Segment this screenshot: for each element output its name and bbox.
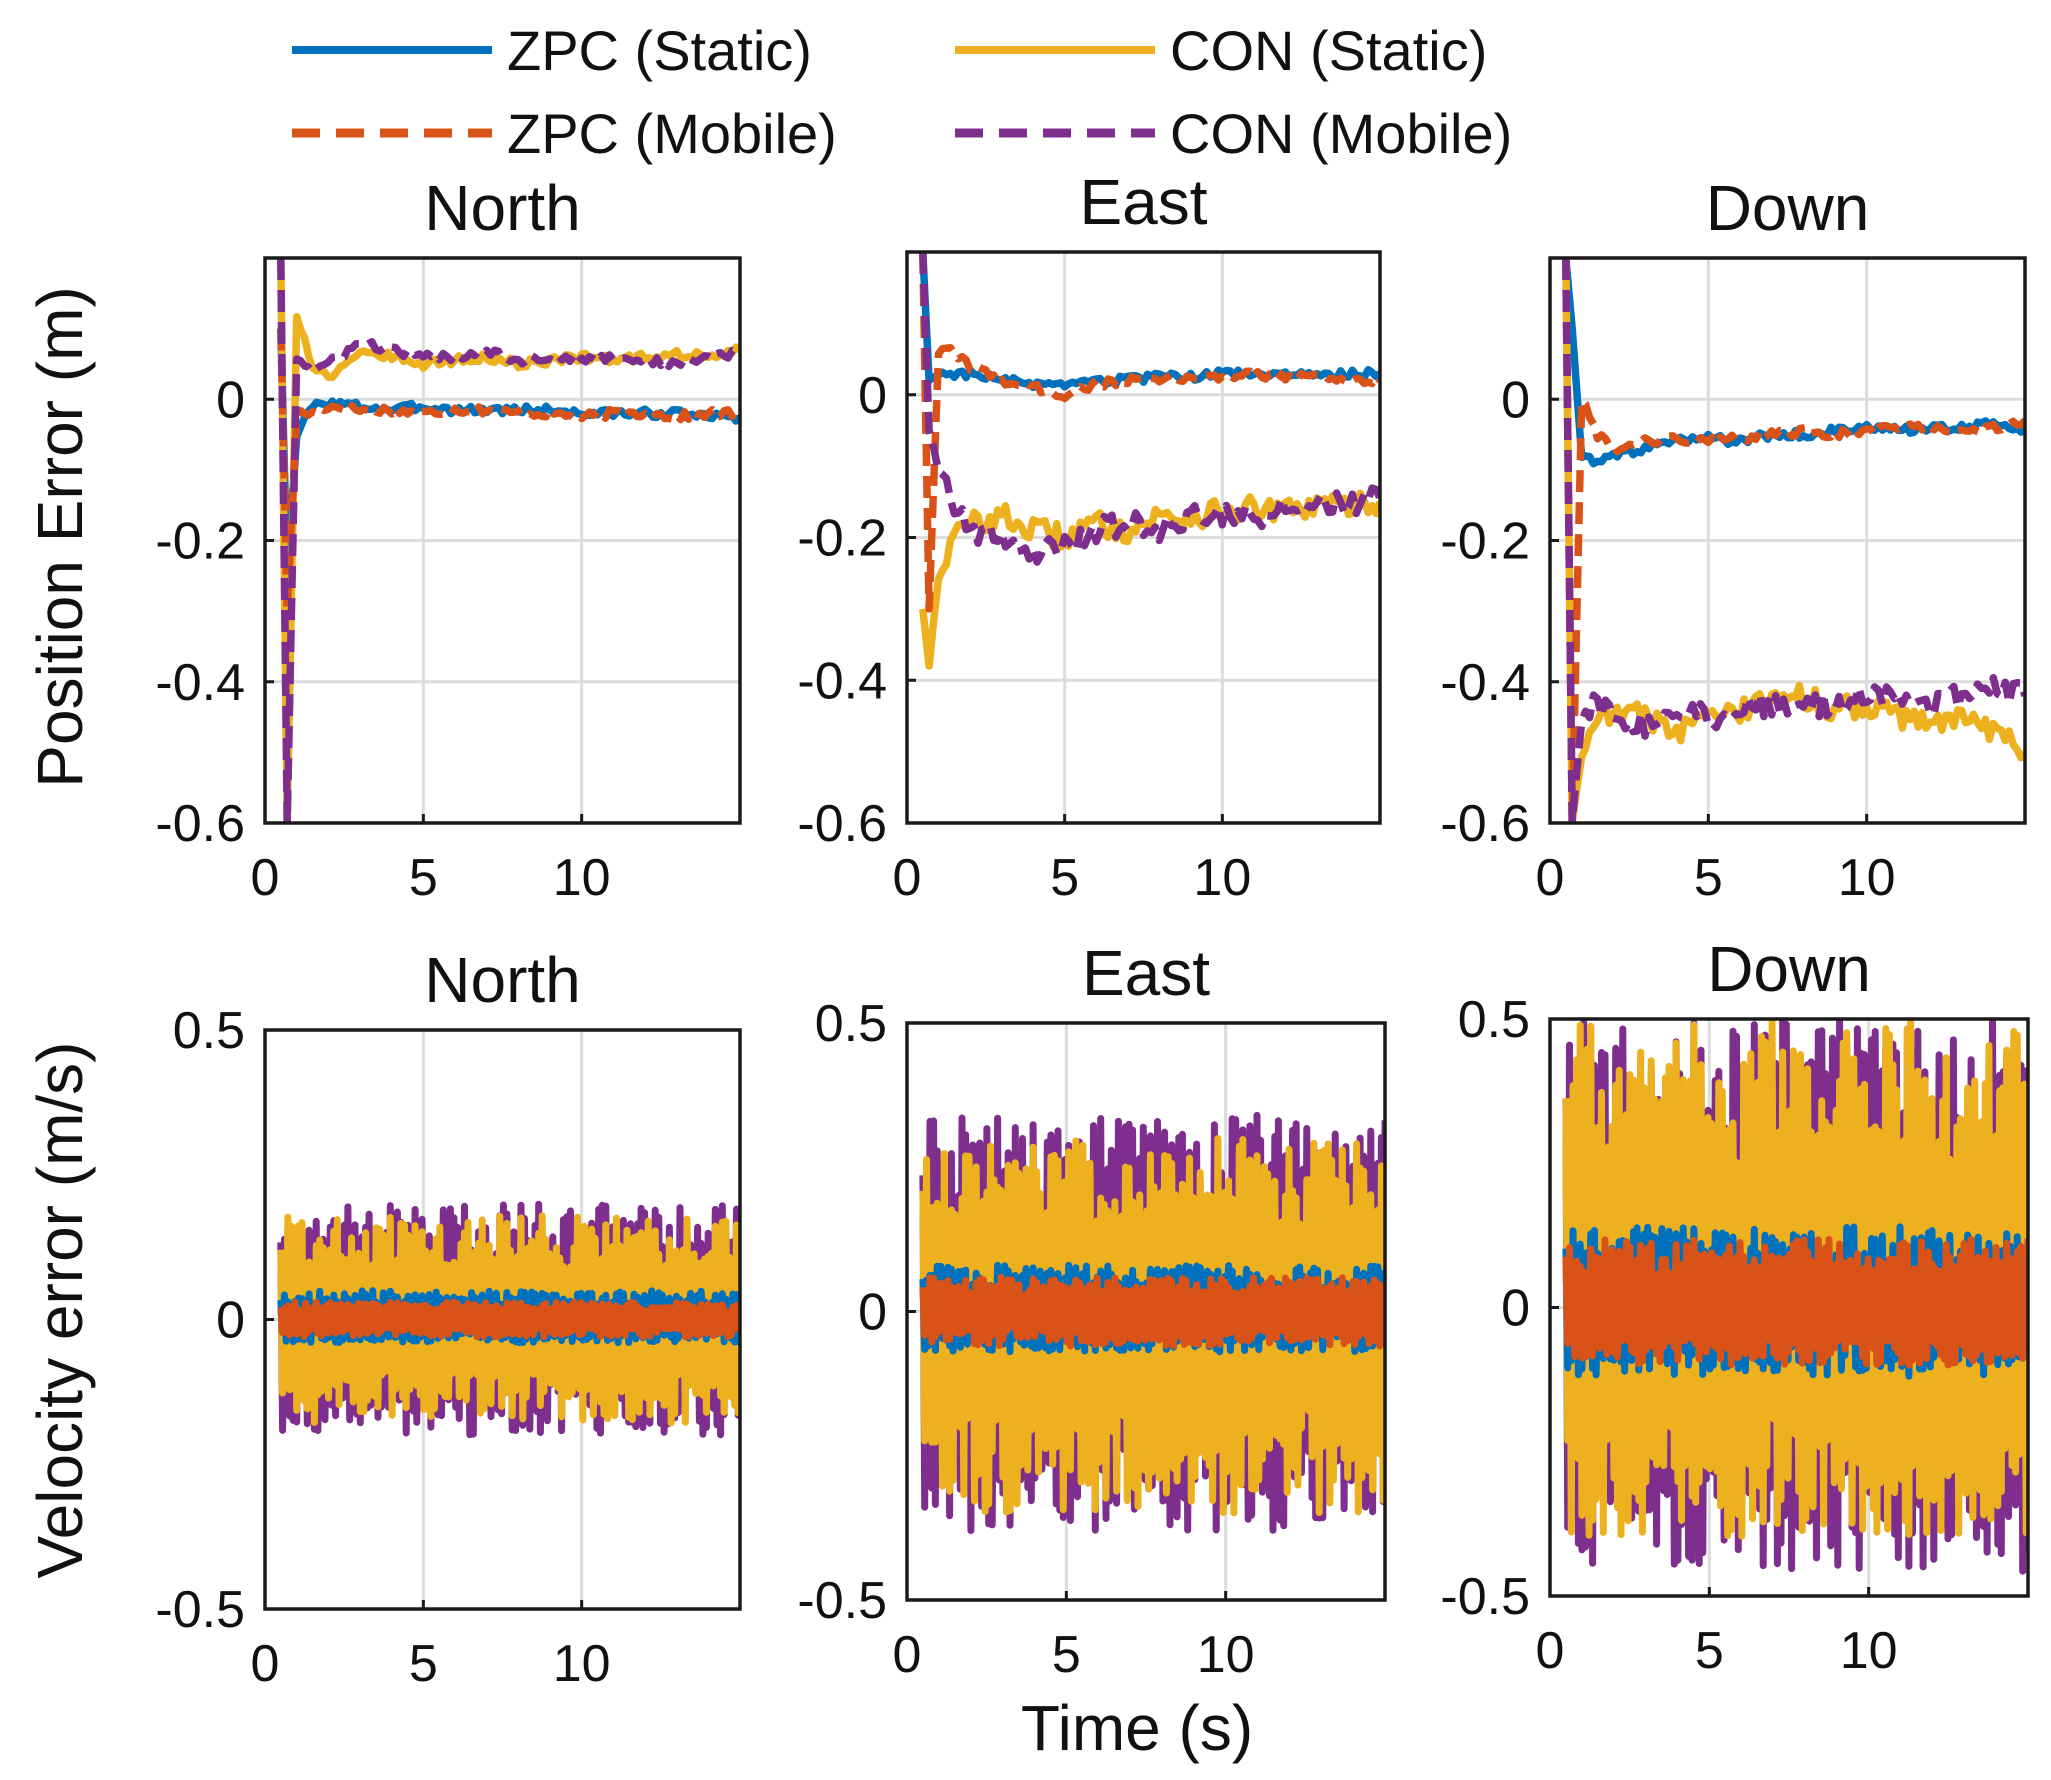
velocity-down-y-tick-label: 0 [1501,1280,1530,1338]
position-down-x-tick-label: 10 [1838,849,1896,907]
position-east-x-tick-label: 10 [1193,849,1251,907]
velocity-north-x-tick-label: 10 [553,1635,611,1693]
position-y-axis-label: Position Error (m) [24,286,96,787]
position-north-line-zpc-mobile [277,328,740,615]
velocity-down-y-tick-label: 0.5 [1458,991,1530,1049]
position-north-y-tick-label: -0.2 [155,513,245,571]
position-east-line-zpc-mobile [919,252,1380,613]
legend-label-zpc-mobile: ZPC (Mobile) [507,102,837,165]
position-east-title: East [1079,166,1207,238]
position-east-y-tick-label: -0.6 [797,795,887,853]
position-north-title: North [424,172,581,244]
velocity-down-series-group [1562,1019,2028,1575]
velocity-y-axis-label: Velocity error (m/s) [24,1042,96,1579]
position-east-y-tick-label: -0.4 [797,652,887,710]
position-down-line-con-static [1562,258,2025,823]
panel-position-east: 0 5 10 0 -0.2 -0.4 -0.6 East [797,166,1382,907]
position-down-line-zpc-mobile [1562,258,2025,823]
position-down-y-tick-label: -0.6 [1440,795,1530,853]
position-north-line-con-mobile [277,258,740,823]
velocity-down-title: Down [1707,933,1871,1005]
velocity-north-y-tick-label: 0.5 [173,1002,245,1060]
position-down-x-tick-label: 0 [1536,849,1565,907]
velocity-east-series-group [919,1111,1385,1534]
velocity-east-x-tick-label: 10 [1197,1626,1255,1684]
velocity-east-x-tick-label: 0 [893,1626,922,1684]
velocity-down-x-tick-label: 5 [1695,1622,1724,1680]
velocity-east-x-tick-label: 5 [1052,1626,1081,1684]
position-down-title: Down [1706,172,1870,244]
velocity-north-line-zpc-mobile [277,1298,740,1341]
x-axis-label: Time (s) [1021,1692,1253,1764]
velocity-down-line-zpc-mobile [1562,1235,2028,1369]
position-east-x-tick-label: 0 [893,849,922,907]
velocity-east-title: East [1082,937,1210,1009]
position-east-line-con-mobile [919,252,1380,566]
panel-position-down: 0 5 10 0 -0.2 -0.4 -0.6 Down [1440,172,2027,907]
position-north-series-group [277,258,740,823]
position-down-y-tick-label: 0 [1501,371,1530,429]
velocity-down-line-con-static [1562,1019,2028,1540]
velocity-east-y-tick-label: -0.5 [797,1572,887,1630]
velocity-north-y-tick-label: 0 [216,1292,245,1350]
position-down-y-tick-label: -0.2 [1440,513,1530,571]
legend: ZPC (Static) CON (Static) ZPC (Mobile) C… [292,19,1512,165]
position-north-y-tick-label: -0.6 [155,795,245,853]
velocity-east-y-tick-label: 0.5 [815,995,887,1053]
panel-position-north: 0 5 10 0 -0.2 -0.4 -0.6 North [155,172,742,907]
position-down-y-tick-label: -0.4 [1440,654,1530,712]
legend-label-con-mobile: CON (Mobile) [1170,102,1512,165]
position-down-x-tick-label: 5 [1694,849,1723,907]
velocity-down-x-tick-label: 0 [1536,1622,1565,1680]
velocity-north-x-tick-label: 0 [251,1635,280,1693]
velocity-north-title: North [424,944,581,1016]
position-north-x-tick-label: 10 [553,849,611,907]
position-north-x-tick-label: 5 [409,849,438,907]
velocity-down-x-tick-label: 10 [1840,1622,1898,1680]
position-down-line-con-mobile [1562,258,2025,823]
position-north-y-tick-label: 0 [216,371,245,429]
legend-label-con-static: CON (Static) [1170,19,1487,82]
position-east-x-tick-label: 5 [1050,849,1079,907]
velocity-north-series-group [277,1200,740,1439]
position-east-y-tick-label: 0 [858,367,887,425]
position-north-y-tick-label: -0.4 [155,654,245,712]
position-east-y-tick-label: -0.2 [797,510,887,568]
position-east-line-con-static [919,489,1380,670]
position-north-x-tick-label: 0 [251,849,280,907]
velocity-east-line-zpc-mobile [919,1273,1385,1350]
legend-label-zpc-static: ZPC (Static) [507,19,812,82]
velocity-north-y-tick-label: -0.5 [155,1581,245,1639]
position-east-series-group [919,252,1380,670]
velocity-east-y-tick-label: 0 [858,1284,887,1342]
velocity-north-x-tick-label: 5 [409,1635,438,1693]
position-down-series-group [1562,258,2025,823]
velocity-down-y-tick-label: -0.5 [1440,1568,1530,1626]
